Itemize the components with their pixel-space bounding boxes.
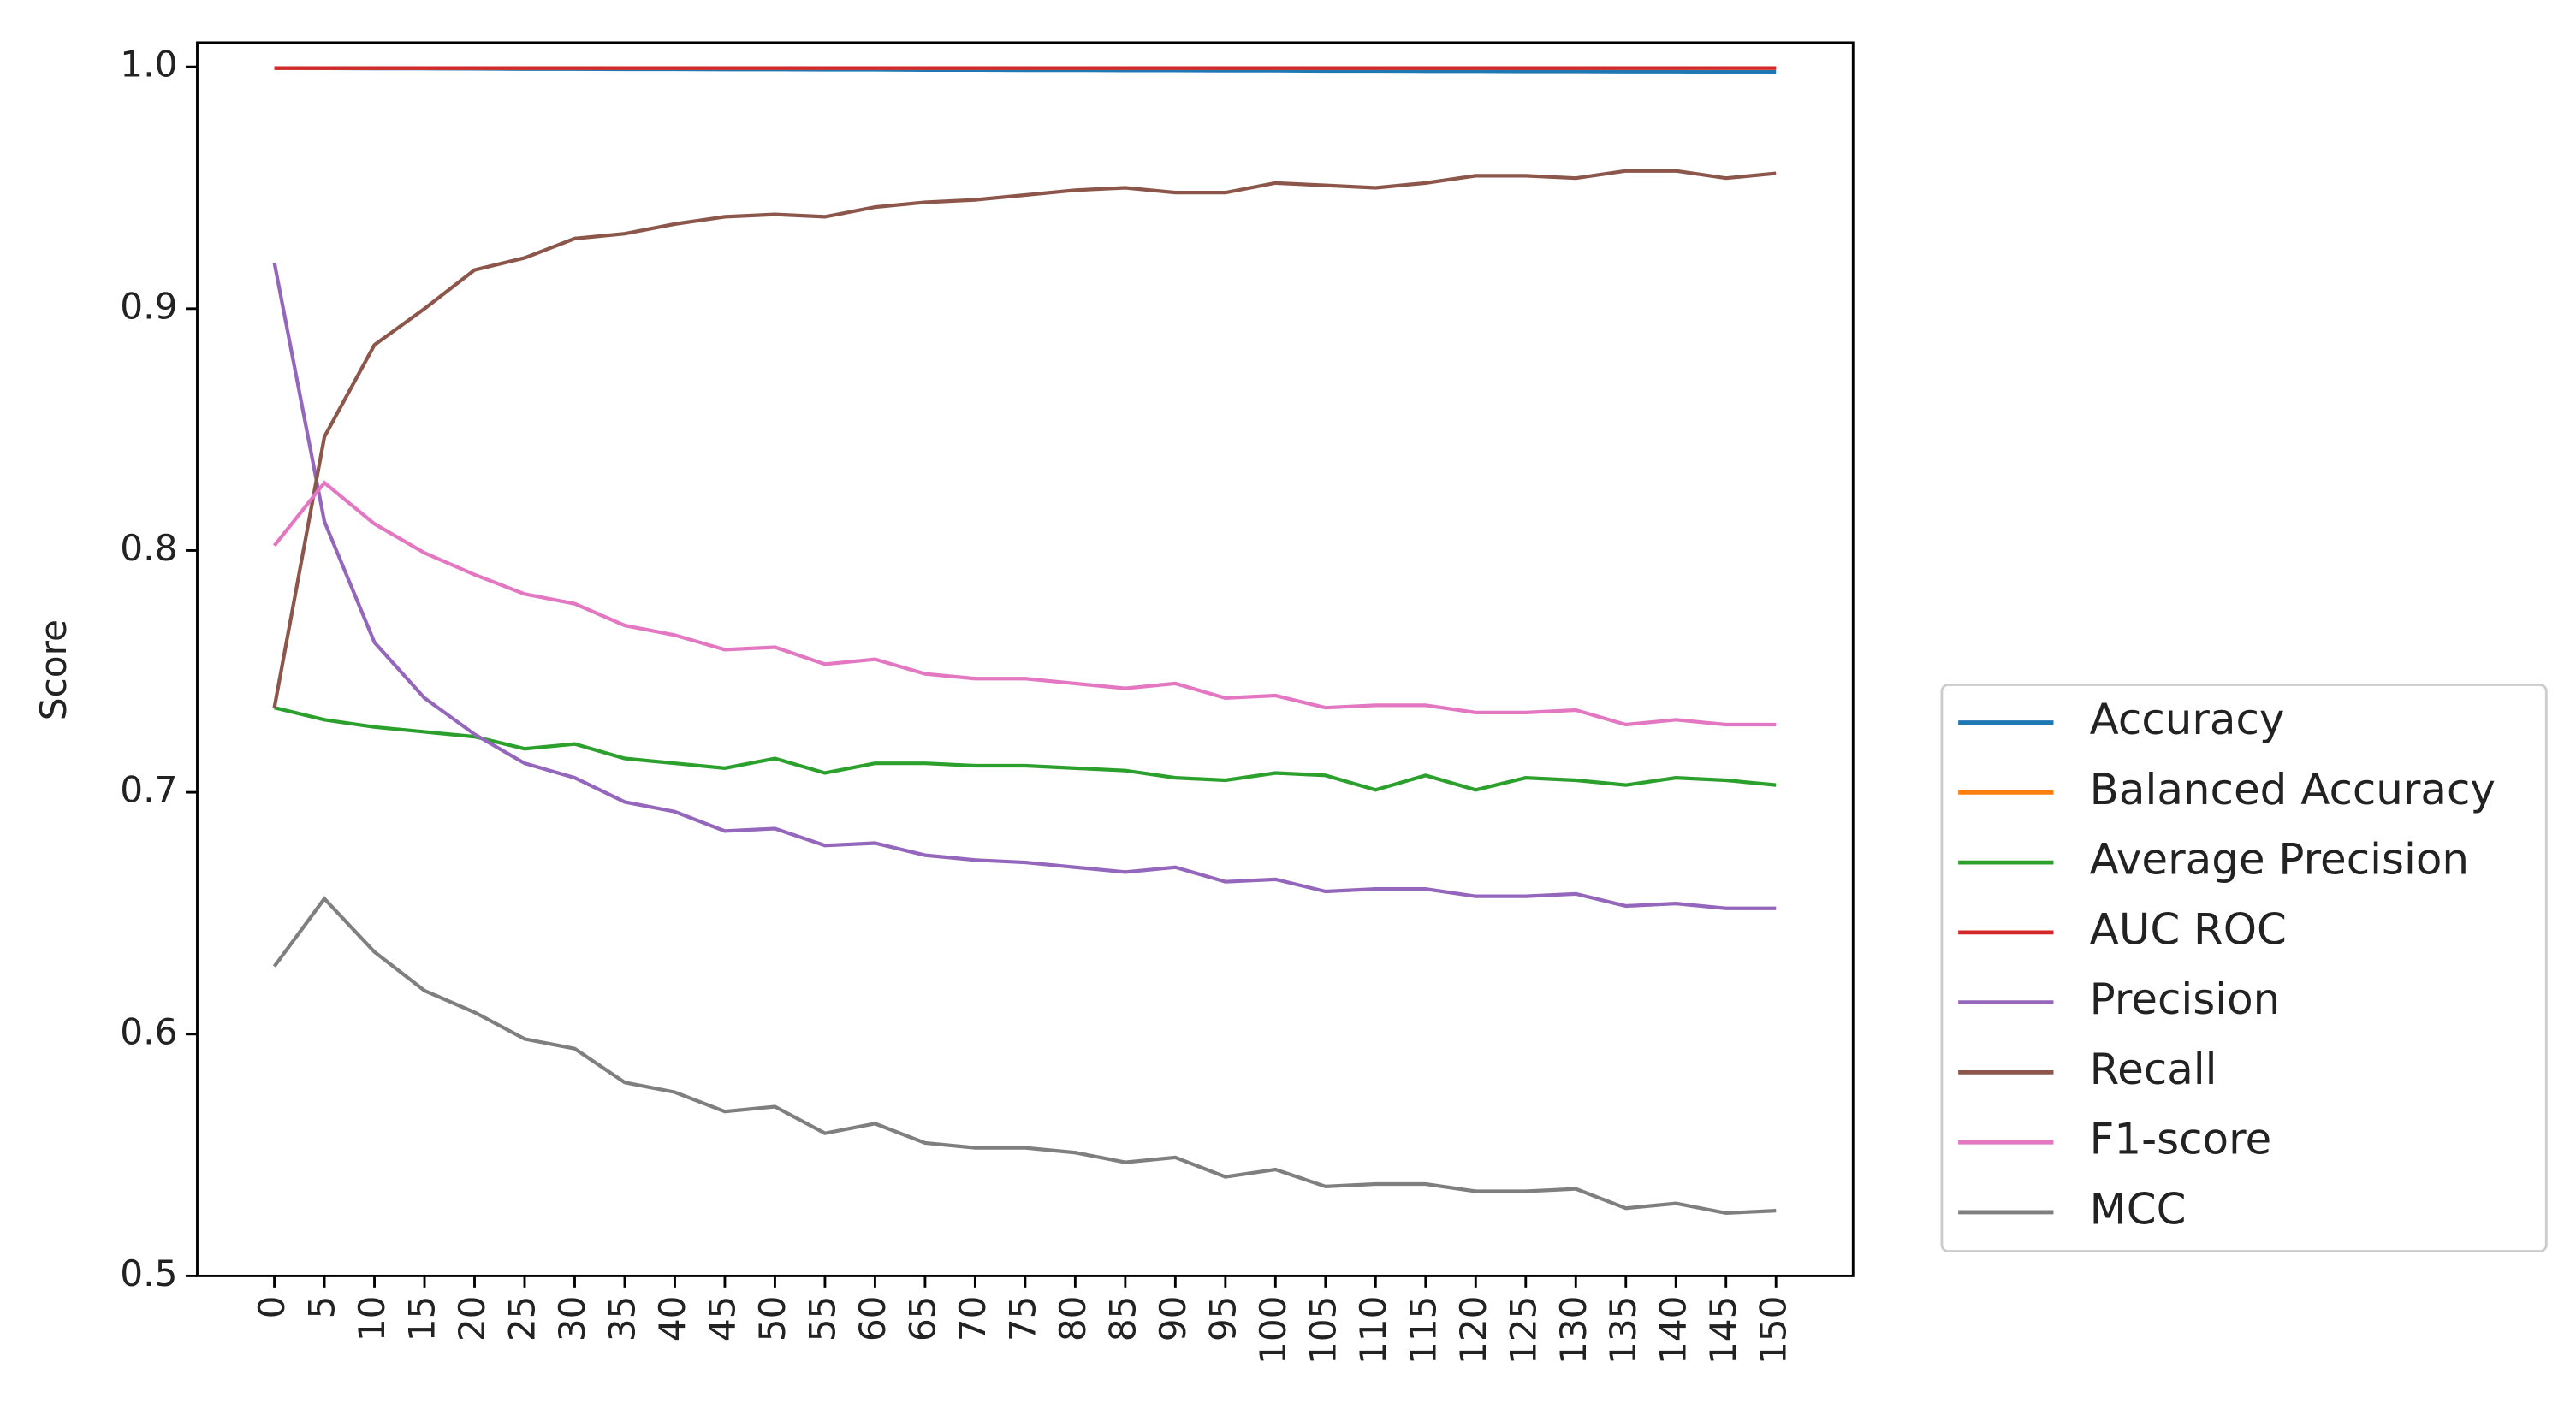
x-tick-label: 130	[1552, 1295, 1594, 1365]
x-tick-label: 60	[852, 1295, 893, 1341]
x-tick-label: 75	[1001, 1295, 1043, 1341]
x-tick-label: 70	[952, 1295, 994, 1341]
x-tick-label: 10	[351, 1295, 393, 1341]
x-tick-label: 140	[1653, 1295, 1695, 1365]
x-tick-label: 65	[901, 1295, 943, 1341]
x-tick-label: 25	[502, 1295, 543, 1341]
series-line	[274, 706, 1777, 792]
x-tick-label: 110	[1352, 1295, 1394, 1365]
legend-label: F1-score	[2090, 1115, 2272, 1164]
x-tick-label: 100	[1252, 1295, 1294, 1365]
x-tick-label: 20	[451, 1295, 493, 1341]
y-tick-label: 0.7	[120, 769, 177, 811]
x-tick-label: 90	[1152, 1295, 1194, 1341]
x-tick-label: 120	[1452, 1295, 1494, 1365]
y-tick-label: 0.5	[120, 1252, 177, 1294]
legend-label: Recall	[2090, 1045, 2217, 1094]
x-tick-label: 95	[1202, 1295, 1243, 1341]
series-line	[272, 896, 1777, 1216]
x-tick-label: 35	[601, 1295, 643, 1341]
legend-label: AUC ROC	[2090, 904, 2287, 954]
y-axis-label: Score	[33, 619, 74, 720]
x-tick-label: 85	[1101, 1295, 1143, 1341]
x-tick-label: 55	[801, 1295, 843, 1341]
x-tick-label: 125	[1502, 1295, 1544, 1365]
x-tick-label: 50	[751, 1295, 793, 1341]
x-tick-label: 45	[701, 1295, 743, 1341]
x-tick-label: 150	[1753, 1295, 1795, 1365]
x-tick-label: 105	[1302, 1295, 1344, 1365]
y-tick-label: 0.9	[120, 285, 177, 327]
legend-label: Precision	[2090, 974, 2281, 1024]
x-tick-label: 0	[251, 1295, 293, 1318]
series-line	[272, 262, 1777, 910]
x-tick-label: 5	[301, 1295, 343, 1318]
x-tick-label: 145	[1702, 1295, 1744, 1365]
x-tick-label: 30	[551, 1295, 593, 1341]
legend-label: Balanced Accuracy	[2090, 765, 2496, 814]
legend-label: Accuracy	[2090, 695, 2285, 744]
series-line	[272, 169, 1777, 708]
plot-frame	[196, 41, 1855, 1277]
series-line	[272, 480, 1777, 727]
x-tick-label: 80	[1052, 1295, 1094, 1341]
x-tick-label: 115	[1402, 1295, 1444, 1365]
x-tick-label: 135	[1602, 1295, 1644, 1365]
y-tick-label: 0.8	[120, 527, 177, 569]
legend-box	[1940, 683, 2548, 1253]
x-tick-label: 15	[401, 1295, 443, 1341]
legend-label: MCC	[2090, 1184, 2187, 1234]
y-tick-label: 1.0	[120, 44, 177, 86]
x-tick-label: 40	[651, 1295, 693, 1341]
y-tick-label: 0.6	[120, 1010, 177, 1052]
legend-label: Average Precision	[2090, 835, 2469, 885]
